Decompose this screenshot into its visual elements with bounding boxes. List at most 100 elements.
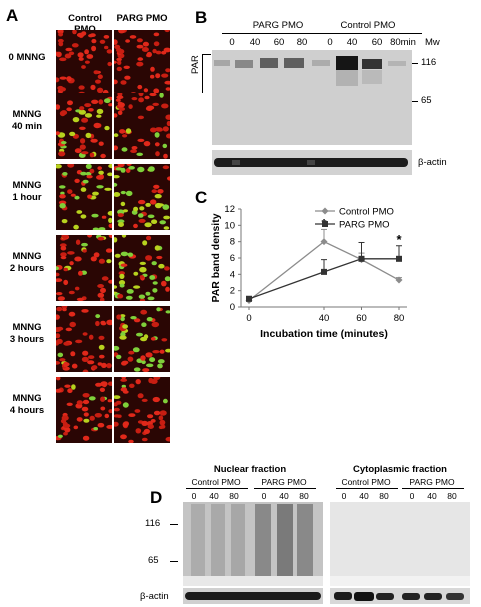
significance-star: * (396, 232, 402, 247)
micrograph-image (114, 93, 170, 159)
data-point (320, 238, 328, 246)
legend-label: PARG PMO (339, 220, 390, 231)
d-cyto-parg-40: 40 (427, 491, 437, 501)
panel-a-header-parg: PARG PMO (116, 13, 168, 24)
micrograph-row-label: MNNG 40 min (2, 109, 52, 133)
d-nuc-ctl-0: 0 (191, 491, 197, 501)
micrograph-image (56, 306, 112, 372)
micrograph-row-label: MNNG 2 hours (2, 251, 52, 275)
micrograph-row-label-line: 3 hours (9, 334, 45, 345)
panel-d-letter: D (150, 488, 163, 507)
micrograph-row-label: 0 MNNG (2, 52, 52, 64)
nuclear-actin-blot (183, 588, 323, 604)
lane-parg-80: 80 (296, 37, 308, 48)
data-point (395, 276, 403, 284)
d-cyto-ctl-80: 80 (379, 491, 389, 501)
d-mw-116: 116 (145, 518, 161, 529)
y-tick-label: 0 (230, 302, 235, 313)
y-tick-label: 6 (230, 253, 235, 264)
d-cyto-ctl-40: 40 (359, 491, 369, 501)
x-tick-label: 80 (394, 313, 405, 324)
d-nuc-group-control: Control PMO (191, 477, 241, 487)
par-bracket (202, 54, 211, 93)
micrograph-row-label-line: 40 min (11, 121, 43, 132)
blot-group-control: Control PMO (340, 20, 396, 31)
mw-label: Mw (425, 37, 440, 48)
d-cyto-ctl-0: 0 (341, 491, 347, 501)
data-point (246, 295, 252, 302)
panel-b-letter: B (195, 8, 208, 27)
legend-label: Control PMO (339, 207, 394, 218)
y-tick-label: 10 (224, 220, 235, 231)
micrograph-row-label-line: MNNG (12, 251, 42, 262)
micrograph-image (114, 235, 170, 301)
micrograph-image (56, 235, 112, 301)
lane-control-0: 0 (327, 37, 333, 48)
panel-a-header-control: Control PMO (68, 13, 102, 35)
d-cyto-parg-0: 0 (409, 491, 415, 501)
lane-control-80: 80min (390, 37, 416, 48)
micrograph-image (56, 30, 112, 96)
d-cyto-group-control: Control PMO (341, 477, 391, 487)
y-tick-label: 4 (230, 269, 235, 280)
legend-marker (321, 207, 329, 215)
d-cyto-parg-80: 80 (447, 491, 457, 501)
blot-group-parg: PARG PMO (252, 20, 304, 31)
micrograph-row-label: MNNG 1 hour (2, 180, 52, 204)
micrograph-grid: 0 MNNG MNNG 40 min MNNG 1 hour MNNG 2 hours MNN… (0, 0, 180, 460)
micrograph-image (114, 306, 170, 372)
micrograph-image (114, 164, 170, 230)
d-cyto-group-parg: PARG PMO (409, 477, 455, 487)
series-line-0 (248, 240, 400, 301)
panel-a-letter: A (6, 6, 19, 25)
micrograph-row-label: MNNG 3 hours (2, 322, 52, 346)
lane-parg-60: 60 (273, 37, 285, 48)
lane-parg-40: 40 (249, 37, 261, 48)
series-line-1 (248, 258, 399, 300)
y-tick-label: 12 (224, 204, 235, 215)
micrograph-row-label: MNNG 4 hours (2, 393, 52, 417)
micrograph-row-label-line: MNNG (12, 322, 42, 333)
micrograph-row-label-line: 1 hour (12, 192, 42, 203)
cytoplasmic-actin-blot (330, 588, 470, 604)
panel-c-letter: C (195, 188, 208, 207)
y-tick-label: 8 (230, 237, 235, 248)
d-actin-label: β-actin (140, 591, 169, 602)
d-nuc-group-parg: PARG PMO (261, 477, 307, 487)
d-nuc-ctl-80: 80 (229, 491, 239, 501)
y-tick-label: 2 (230, 286, 235, 297)
cytoplasmic-fraction-blot (330, 502, 470, 586)
micrograph-image (114, 30, 170, 96)
western-blot-par (212, 50, 412, 145)
d-cyto-group-parg-line (402, 488, 464, 489)
lane-parg-0: 0 (229, 37, 235, 48)
data-point (321, 268, 327, 275)
nuclear-fraction-blot (183, 502, 323, 586)
micrograph-image (56, 377, 112, 443)
x-axis-label: Incubation time (minutes) (260, 328, 388, 340)
par-axis-label: PAR (190, 55, 201, 74)
micrograph-row-label-line: 2 hours (9, 263, 45, 274)
micrograph-row-label-line: MNNG (12, 180, 42, 191)
legend-marker (322, 221, 328, 227)
micrograph-image (56, 164, 112, 230)
d-nuc-parg-0: 0 (261, 491, 267, 501)
par-density-chart: 0 2 4 6 8 10 12 0 40 60 80 Incubation time (minutes… (210, 204, 407, 340)
micrograph-image (56, 93, 112, 159)
micrograph-row-label-line: MNNG (12, 109, 42, 120)
d-nuc-parg-40: 40 (279, 491, 289, 501)
d-nuc-group-control-line (186, 488, 248, 489)
d-mw-tick-65 (170, 561, 178, 562)
actin-label-b: β-actin (418, 157, 447, 168)
d-mw-tick-116 (170, 524, 178, 525)
mw-116: 116 (421, 57, 437, 68)
x-tick-label: 40 (319, 313, 330, 324)
micrograph-row-label-line: 0 MNNG (8, 52, 46, 63)
lane-control-60: 60 (371, 37, 383, 48)
x-tick-label: 60 (356, 313, 367, 324)
blot-group-parg-line (222, 33, 322, 34)
d-mw-65: 65 (148, 555, 159, 566)
nuclear-fraction-title: Nuclear fraction (213, 464, 287, 475)
western-blot-actin (212, 150, 412, 175)
d-cyto-group-control-line (336, 488, 398, 489)
